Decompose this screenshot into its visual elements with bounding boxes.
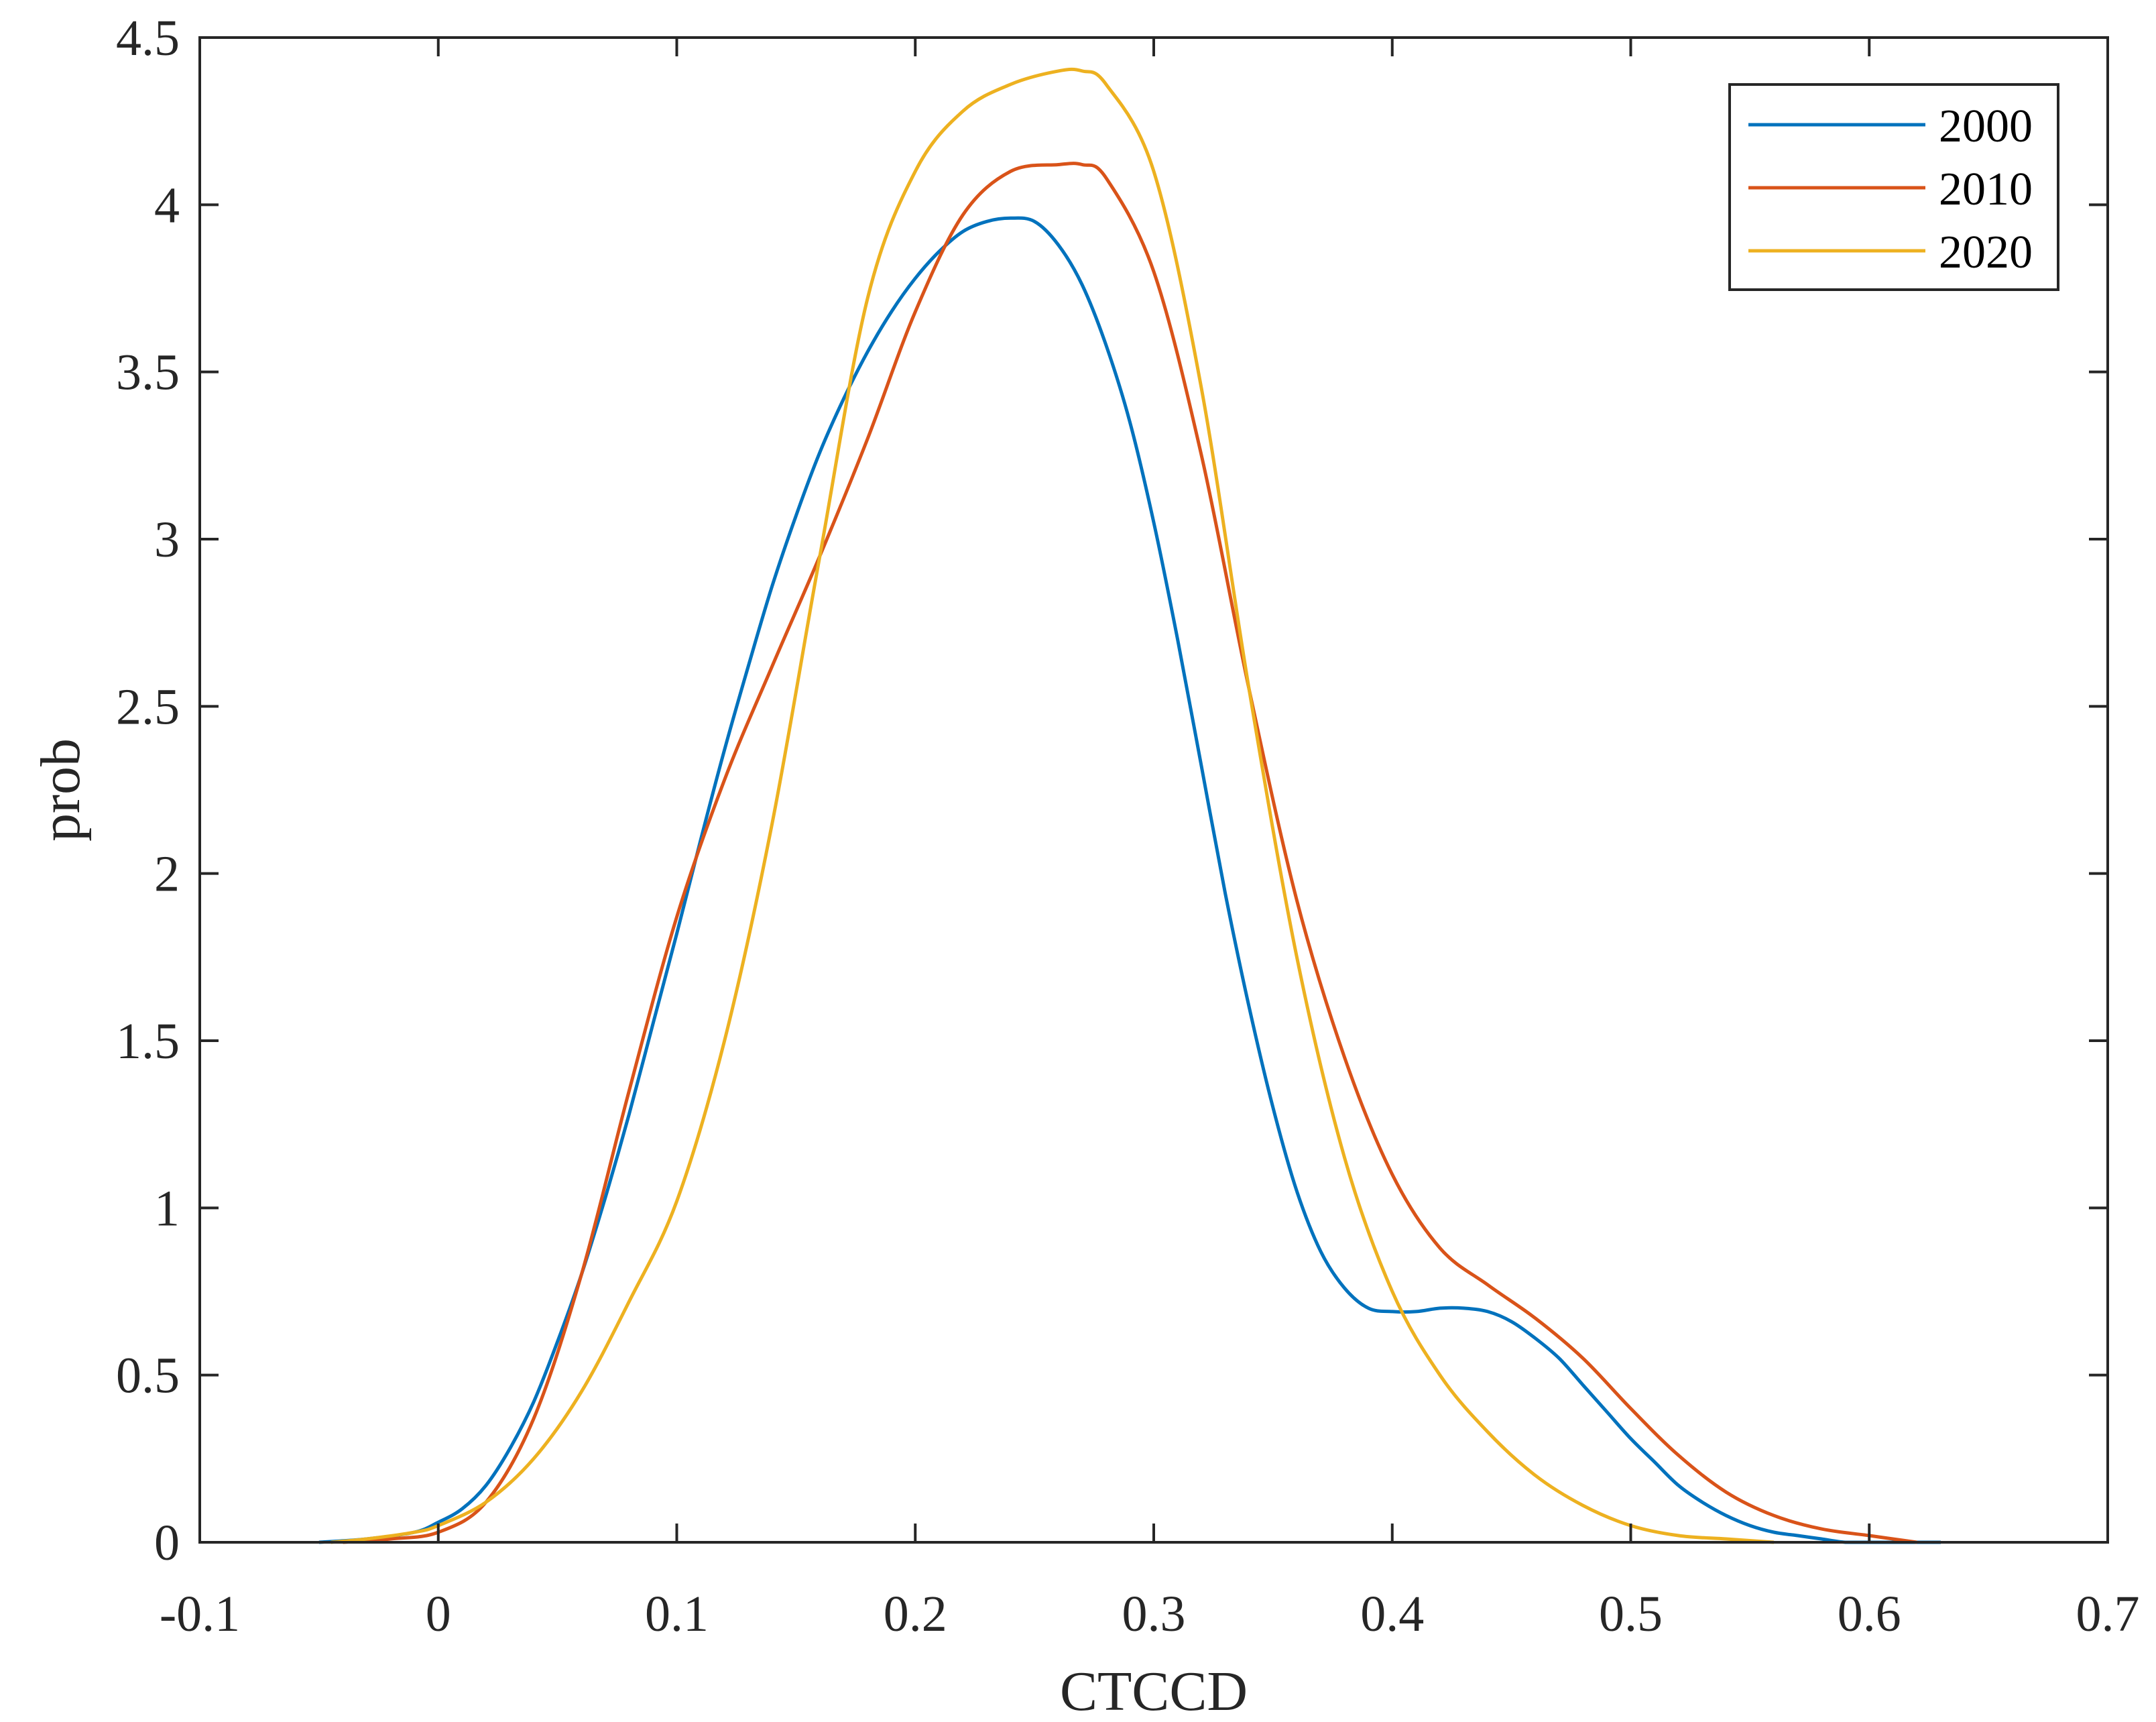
y-tick-label: 4 xyxy=(154,177,180,233)
x-tick-label: 0.2 xyxy=(884,1586,947,1642)
x-tick-label: 0 xyxy=(426,1586,451,1642)
series-layer xyxy=(318,67,1941,1544)
x-tick-label: 0.7 xyxy=(2076,1586,2140,1642)
legend: 2000 2010 2020 xyxy=(1728,83,2059,291)
y-tick-label: 1 xyxy=(154,1180,180,1237)
x-tick-label: -0.1 xyxy=(160,1586,240,1642)
y-tick-label: 3 xyxy=(154,512,180,568)
y-axis-title: prob xyxy=(29,738,92,842)
x-tick-label: 0.3 xyxy=(1122,1586,1186,1642)
axes-box xyxy=(198,36,2109,1544)
x-tick-label: 0.4 xyxy=(1360,1586,1424,1642)
y-tick-label: 2 xyxy=(154,846,180,903)
y-tick-label: 1.5 xyxy=(116,1013,180,1070)
x-tick-labels: -0.1 0 0.1 0.2 0.3 0.4 0.5 0.6 0.7 xyxy=(160,1586,2140,1642)
y-tick-label: 3.5 xyxy=(116,345,180,401)
legend-label-2010: 2010 xyxy=(1939,164,2033,215)
y-tick-label: 0 xyxy=(154,1515,180,1571)
x-axis-title: CTCCD xyxy=(1060,1660,1248,1722)
y-tick-label: 4.5 xyxy=(116,10,180,66)
y-tick-label: 2.5 xyxy=(116,679,180,735)
legend-label-2000: 2000 xyxy=(1939,101,2033,152)
y-tick-label: 0.5 xyxy=(116,1348,180,1404)
series-line-2010 xyxy=(343,162,1917,1544)
x-tick-label: 0.1 xyxy=(645,1586,709,1642)
legend-label-2020: 2020 xyxy=(1939,227,2033,278)
x-tick-label: 0.6 xyxy=(1838,1586,1901,1642)
series-line-2020 xyxy=(331,67,1775,1544)
x-tick-label: 0.5 xyxy=(1599,1586,1663,1642)
y-tick-labels: 0 0.5 1 1.5 2 2.5 3 3.5 4 4.5 xyxy=(116,10,180,1571)
series-line-2000 xyxy=(318,216,1941,1544)
